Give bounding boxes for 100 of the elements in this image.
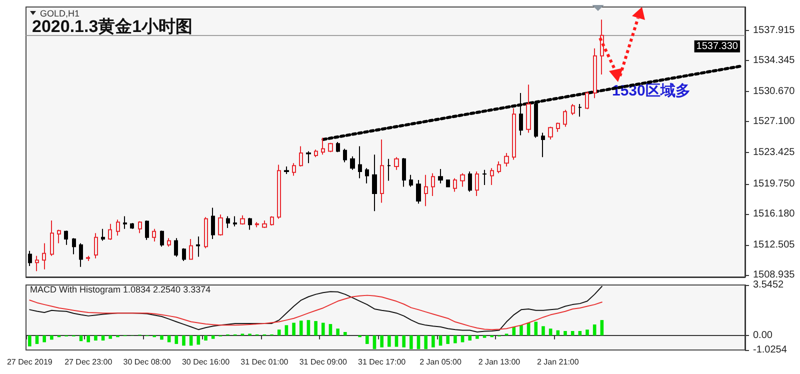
bar <box>520 325 523 336</box>
bar <box>476 335 479 339</box>
candlestick <box>387 158 391 182</box>
bar <box>564 331 567 336</box>
line-series <box>29 294 602 330</box>
bar <box>512 326 516 336</box>
bar <box>86 335 90 342</box>
candlestick <box>585 90 589 110</box>
bar <box>314 321 318 336</box>
x-tick-label: 2 Jan 05:00 <box>420 358 462 366</box>
candlestick <box>182 248 186 262</box>
candlestick <box>108 223 112 240</box>
candlestick <box>460 172 465 188</box>
y-tick-label: 1519.750 <box>753 178 796 190</box>
candlestick <box>35 255 39 272</box>
candlestick <box>336 141 340 153</box>
bar <box>372 335 376 350</box>
candlestick <box>174 238 178 258</box>
candlestick <box>270 216 274 226</box>
bar <box>204 335 208 341</box>
ref-line-label: 1537.330 <box>696 40 738 52</box>
y-tick-label: 1516.180 <box>753 208 796 220</box>
candlestick <box>116 219 120 236</box>
candlestick <box>160 230 164 248</box>
candlestick <box>372 154 377 212</box>
x-tick-label: 30 Dec 16:00 <box>182 358 230 366</box>
x-tick-label: 27 Dec 23:00 <box>64 358 113 366</box>
bar <box>432 335 435 348</box>
candlestick <box>130 222 134 230</box>
bar <box>570 331 574 336</box>
candlestick <box>343 148 347 163</box>
bar <box>454 335 457 344</box>
candlestick <box>593 48 597 99</box>
candlestick <box>556 122 560 132</box>
candlestick <box>138 220 142 234</box>
bar <box>182 335 186 346</box>
y-tick-label: 1534.345 <box>753 55 796 66</box>
text: 2020.1.3黄金1小时图 <box>32 17 193 36</box>
candlestick <box>262 220 267 229</box>
candlestick <box>563 109 567 128</box>
bar <box>542 326 545 336</box>
candlestick <box>196 236 200 258</box>
bar <box>592 324 596 336</box>
candlestick <box>189 238 193 260</box>
bar <box>578 331 582 336</box>
bar <box>277 330 281 336</box>
bar <box>380 335 384 348</box>
x-tick-label: 30 Dec 08:00 <box>123 358 172 366</box>
bar <box>482 335 486 338</box>
x-tick-label: 31 Dec 01:00 <box>240 358 289 366</box>
candlestick <box>299 146 303 167</box>
candlestick <box>490 168 494 186</box>
candlestick <box>292 162 296 176</box>
candlestick <box>204 216 208 249</box>
bar <box>366 335 369 344</box>
bar <box>394 335 398 347</box>
candlestick <box>504 152 509 167</box>
bar <box>299 320 303 336</box>
bar <box>211 335 215 339</box>
chart-title: MACD With Histogram 1.0834 2.2540 3.3374 <box>30 284 211 294</box>
candlestick <box>255 222 259 228</box>
candlestick <box>541 132 545 158</box>
candlestick <box>571 104 575 116</box>
candlestick <box>468 171 472 192</box>
candlestick <box>424 174 428 207</box>
bar <box>446 335 450 344</box>
candlestick <box>306 150 311 164</box>
bar <box>416 335 420 350</box>
candlestick <box>211 207 215 240</box>
bar <box>328 324 332 336</box>
bar <box>42 335 46 342</box>
y-tick-label: 1537.915 <box>753 24 796 36</box>
candlestick <box>431 172 435 196</box>
candlestick <box>152 228 156 242</box>
candlestick <box>233 216 237 227</box>
y-tick-label: 1523.425 <box>753 147 796 158</box>
candlestick <box>358 146 362 179</box>
y-tick-label: 1512.505 <box>753 239 796 250</box>
candlestick <box>578 104 582 118</box>
candlestick <box>526 84 531 134</box>
candlestick <box>50 220 54 256</box>
candlestick <box>497 160 501 174</box>
bar <box>424 335 428 350</box>
candlestick <box>145 220 149 240</box>
candlestick <box>167 238 171 248</box>
candlestick <box>28 250 32 267</box>
candlestick <box>240 214 245 226</box>
candlestick <box>277 164 281 220</box>
bar <box>402 335 406 348</box>
candlestick <box>328 142 333 153</box>
bar <box>108 335 112 339</box>
candlestick <box>57 229 61 244</box>
bar <box>534 322 538 336</box>
bar <box>321 322 325 336</box>
bar <box>548 328 552 336</box>
y-tick-label: 1508.935 <box>753 270 796 280</box>
candlestick <box>314 149 318 158</box>
bar <box>586 330 589 336</box>
candlestick <box>519 92 523 136</box>
chart-subtitle: GOLD,H1 <box>40 8 80 18</box>
